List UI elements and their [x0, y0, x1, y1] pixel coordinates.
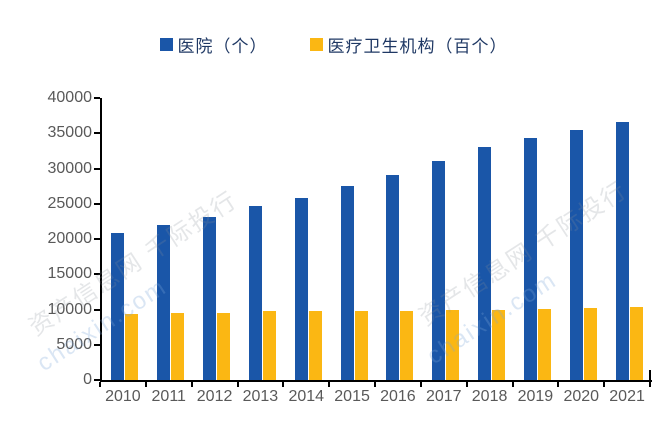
legend-swatch-hospitals-icon [159, 38, 173, 51]
x-axis-tick-label: 2019 [517, 388, 554, 405]
x-axis-tick [649, 382, 651, 387]
bar-hospitals-2013 [248, 205, 262, 380]
y-axis-tick [94, 343, 100, 346]
bar-hospitals-2010 [111, 232, 125, 380]
x-axis-tick [99, 382, 101, 387]
bar-hospitals-2021 [615, 122, 629, 380]
bar-institutions-2011 [171, 312, 185, 380]
y-axis-tick-label: 40000 [47, 89, 93, 106]
legend-item-hospitals: 医院（个） [159, 32, 268, 57]
bar-institutions-2020 [583, 307, 597, 380]
bar-group-2010 [102, 98, 148, 380]
bar-hospitals-2014 [294, 197, 308, 380]
y-axis-tick [94, 273, 100, 276]
bar-group-2017 [423, 98, 469, 380]
legend-label-institutions: 医疗卫生机构（百个） [327, 37, 508, 57]
bar-group-2014 [285, 98, 331, 380]
x-axis-tick [190, 382, 193, 387]
y-axis-tick [94, 308, 100, 311]
x-axis-tick [603, 382, 606, 387]
bar-group-2020 [560, 98, 606, 380]
x-axis-tick-label: 2015 [334, 388, 370, 405]
bar-group-2013 [240, 98, 286, 380]
x-axis-tick-label: 2016 [380, 388, 416, 405]
x-axis-tick [374, 382, 376, 387]
bar-group-2018 [469, 98, 515, 380]
x-axis-tick [557, 382, 560, 387]
y-axis-tick-label: 20000 [47, 230, 93, 247]
x-axis-tick [419, 382, 422, 387]
bar-institutions-2017 [446, 310, 460, 380]
x-axis-tick [511, 382, 514, 387]
x-axis-tick-label: 2021 [609, 388, 645, 405]
y-axis-tick-label: 0 [83, 371, 92, 388]
bar-hospitals-2011 [157, 225, 171, 380]
bar-institutions-2019 [537, 308, 551, 380]
y-axis-tick-label: 30000 [47, 159, 93, 177]
x-axis-tick [144, 382, 147, 387]
y-axis-tick-label: 5000 [56, 335, 92, 353]
bar-institutions-2018 [492, 309, 506, 380]
bar-hospitals-2018 [478, 147, 492, 380]
y-axis-tick [94, 238, 100, 240]
bar-hospitals-2012 [203, 216, 217, 380]
bar-group-2016 [377, 98, 423, 380]
bar-hospitals-2015 [340, 185, 354, 380]
y-axis-tick-label: 35000 [47, 124, 93, 142]
x-axis-tick [236, 382, 239, 387]
bar-hospitals-2019 [523, 137, 537, 380]
bar-hospitals-2017 [432, 161, 446, 380]
bar-institutions-2016 [400, 310, 414, 380]
legend-item-institutions: 医疗卫生机构（百个） [309, 32, 508, 57]
bar-group-2015 [331, 98, 377, 380]
bar-hospitals-2020 [569, 130, 583, 380]
y-axis-tick-label: 10000 [47, 300, 93, 318]
y-axis-tick-label: 25000 [47, 194, 93, 212]
bar-institutions-2012 [217, 313, 231, 380]
legend-swatch-institutions-icon [309, 38, 323, 51]
y-axis-tick [94, 167, 100, 170]
y-axis-tick-label: 15000 [47, 265, 93, 283]
x-axis-tick [465, 382, 468, 387]
x-axis-tick-label: 2011 [151, 388, 186, 405]
legend-label-hospitals: 医院（个） [177, 37, 268, 57]
bar-group-2012 [194, 98, 240, 380]
bar-group-2011 [148, 98, 194, 380]
x-axis-end-tick [649, 370, 651, 380]
bar-hospitals-2016 [386, 174, 400, 380]
bar-institutions-2021 [629, 307, 643, 380]
x-axis-tick [282, 382, 285, 387]
bar-institutions-2014 [308, 310, 322, 380]
x-axis-tick-label: 2012 [196, 388, 233, 405]
x-axis-tick-label: 2018 [471, 388, 508, 405]
x-axis-tick-label: 2013 [242, 388, 279, 405]
x-axis-tick-label: 2014 [288, 388, 325, 405]
bar-institutions-2010 [125, 313, 139, 380]
x-axis-tick [328, 382, 331, 387]
bar-group-2021 [606, 98, 652, 380]
x-axis-tick-label: 2020 [563, 388, 600, 405]
plot-area [100, 98, 652, 382]
chart-legend: 医院（个） 医疗卫生机构（百个） [0, 32, 667, 57]
y-axis-tick [94, 202, 100, 205]
bar-group-2019 [515, 98, 561, 380]
bar-institutions-2013 [262, 311, 276, 380]
y-axis-tick [94, 97, 100, 99]
x-axis-tick-label: 2017 [425, 388, 462, 405]
y-axis-tick [94, 379, 100, 381]
x-axis-tick-label: 2010 [105, 388, 141, 405]
y-axis-tick [94, 132, 100, 135]
bar-institutions-2015 [354, 310, 368, 380]
